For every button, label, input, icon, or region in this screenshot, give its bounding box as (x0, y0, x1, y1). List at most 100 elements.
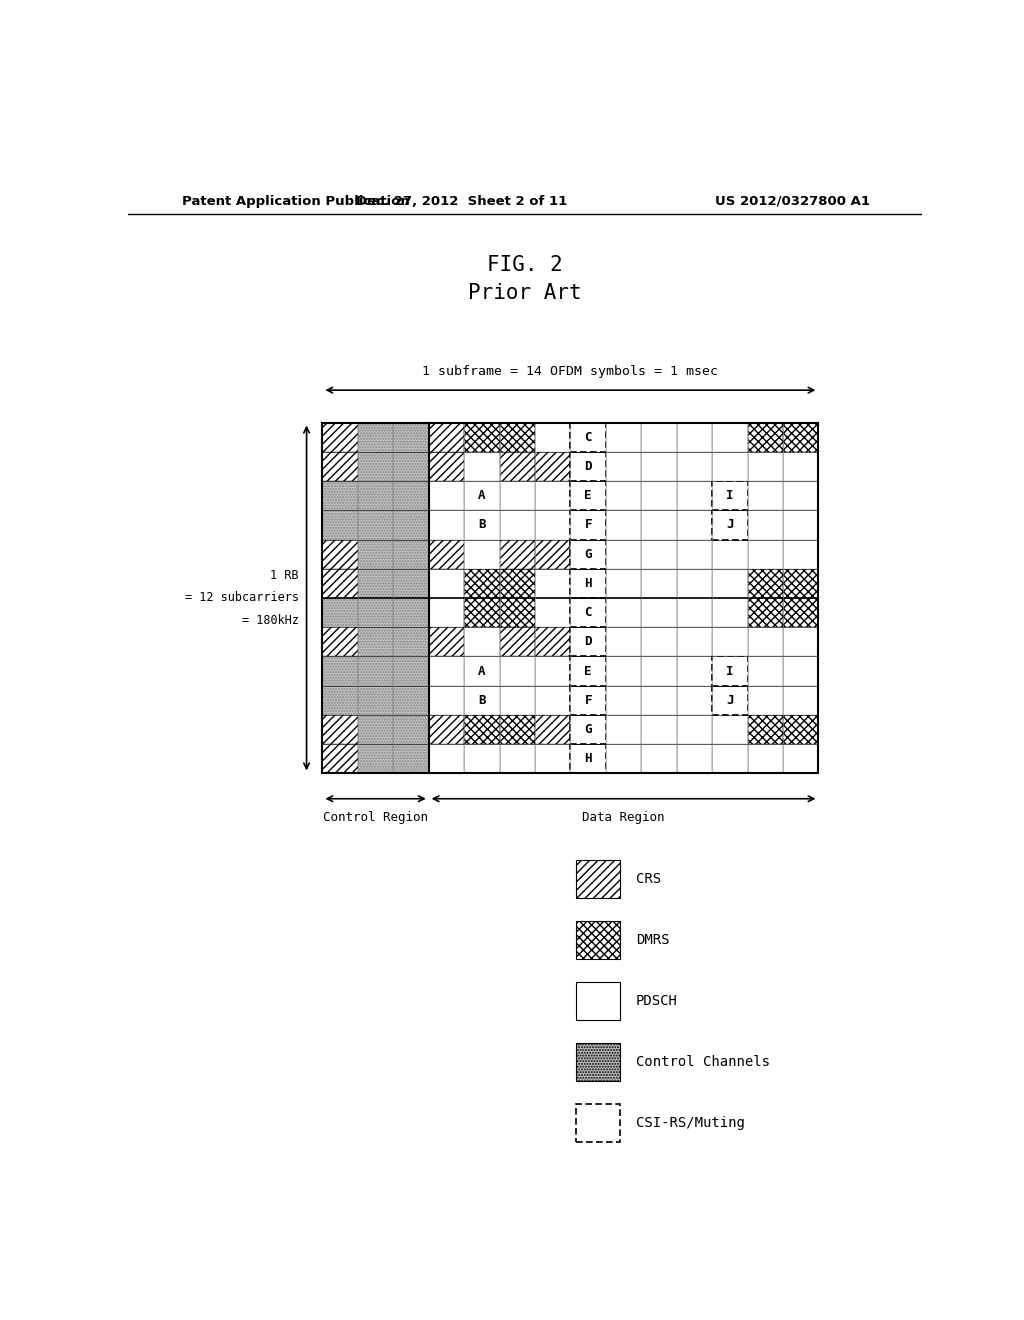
Text: J: J (726, 694, 733, 706)
Text: = 180kHz: = 180kHz (242, 614, 299, 627)
Bar (783, 540, 818, 569)
Bar (783, 627, 818, 656)
Bar (677, 656, 712, 685)
Bar (677, 540, 712, 569)
Text: US 2012/0327800 A1: US 2012/0327800 A1 (715, 194, 870, 207)
Bar (357, 627, 393, 656)
Bar (357, 480, 393, 511)
Bar (677, 715, 712, 744)
Bar (393, 511, 429, 540)
Bar (323, 480, 357, 511)
Bar (577, 921, 621, 960)
Bar (429, 744, 464, 774)
Text: H: H (585, 577, 592, 590)
Bar (429, 685, 464, 715)
Text: F: F (585, 694, 592, 706)
Bar (641, 685, 677, 715)
Bar (606, 656, 641, 685)
Bar (577, 859, 621, 899)
Bar (712, 511, 748, 540)
Bar (570, 656, 606, 685)
Bar (570, 511, 606, 540)
Bar (641, 569, 677, 598)
Bar (393, 627, 429, 656)
Bar (748, 685, 783, 715)
Text: FIG. 2: FIG. 2 (487, 255, 562, 275)
Bar (748, 715, 783, 744)
Bar (464, 511, 500, 540)
Bar (677, 451, 712, 480)
Bar (500, 569, 535, 598)
Bar (748, 569, 783, 598)
Text: B: B (478, 694, 485, 706)
Bar (535, 685, 570, 715)
Bar (748, 511, 783, 540)
Bar (677, 480, 712, 511)
Text: Data Region: Data Region (583, 810, 665, 824)
Bar (677, 422, 712, 451)
Bar (641, 451, 677, 480)
Bar (570, 627, 606, 656)
Bar (429, 480, 464, 511)
Text: I: I (726, 664, 733, 677)
Text: G: G (585, 548, 592, 561)
Bar (748, 451, 783, 480)
Bar (464, 540, 500, 569)
Bar (323, 511, 357, 540)
Bar (393, 480, 429, 511)
Bar (712, 627, 748, 656)
Bar (535, 540, 570, 569)
Bar (570, 480, 606, 511)
Bar (535, 598, 570, 627)
Bar (783, 656, 818, 685)
Bar (748, 480, 783, 511)
Bar (748, 656, 783, 685)
Text: DMRS: DMRS (636, 933, 670, 946)
Bar (393, 422, 429, 451)
Text: G: G (585, 723, 592, 737)
Text: A: A (478, 664, 485, 677)
Bar (429, 627, 464, 656)
Bar (783, 422, 818, 451)
Bar (500, 627, 535, 656)
Text: C: C (585, 430, 592, 444)
Bar (535, 422, 570, 451)
Bar (641, 540, 677, 569)
Text: J: J (726, 519, 733, 532)
Bar (429, 422, 464, 451)
Bar (606, 598, 641, 627)
Bar (429, 569, 464, 598)
Bar (783, 569, 818, 598)
Text: Prior Art: Prior Art (468, 282, 582, 302)
Bar (641, 744, 677, 774)
Bar (712, 540, 748, 569)
Bar (464, 685, 500, 715)
Bar (641, 627, 677, 656)
Bar (500, 422, 535, 451)
Bar (748, 598, 783, 627)
Bar (677, 598, 712, 627)
Bar (535, 715, 570, 744)
Bar (429, 511, 464, 540)
Bar (748, 627, 783, 656)
Text: E: E (585, 490, 592, 502)
Bar (748, 422, 783, 451)
Bar (357, 685, 393, 715)
Bar (357, 656, 393, 685)
Bar (323, 540, 357, 569)
Bar (429, 540, 464, 569)
Text: = 12 subcarriers: = 12 subcarriers (184, 591, 299, 605)
Bar (357, 422, 393, 451)
Bar (323, 451, 357, 480)
Bar (712, 480, 748, 511)
Bar (323, 569, 357, 598)
Text: CSI-RS/Muting: CSI-RS/Muting (636, 1115, 744, 1130)
Bar (535, 744, 570, 774)
Bar (641, 480, 677, 511)
Bar (429, 656, 464, 685)
Bar (535, 480, 570, 511)
Bar (783, 685, 818, 715)
Bar (323, 656, 357, 685)
Bar (500, 480, 535, 511)
Bar (570, 685, 606, 715)
